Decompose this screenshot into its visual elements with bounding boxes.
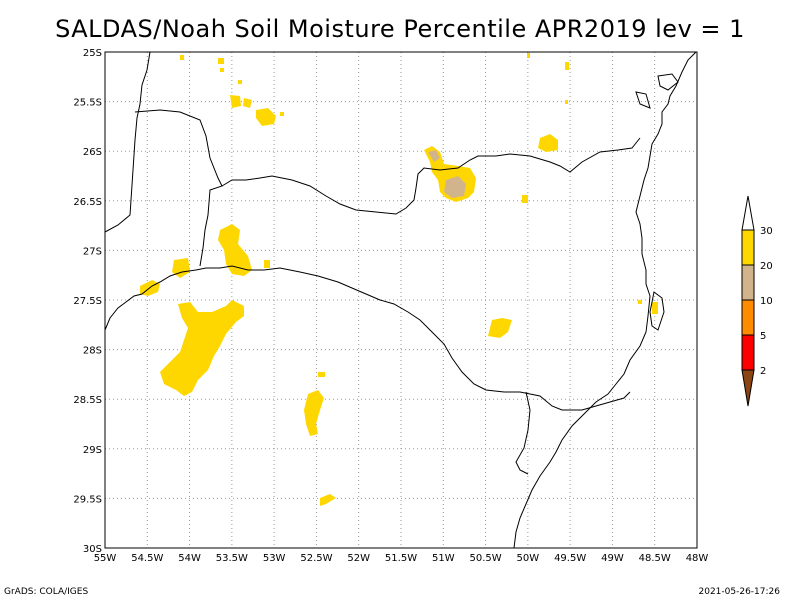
legend-arrow-top xyxy=(741,195,755,231)
region-speck xyxy=(256,108,276,126)
x-tick-label: 49W xyxy=(601,553,624,564)
legend-arrow-bottom xyxy=(741,369,755,407)
region-speck xyxy=(565,62,569,70)
boundaries xyxy=(104,51,697,549)
y-tick-label: 26.5S xyxy=(73,197,102,208)
y-tick-label: 27.5S xyxy=(73,296,102,307)
border-line xyxy=(134,109,223,267)
x-tick-label: 48W xyxy=(686,553,709,564)
y-tick-label: 28S xyxy=(83,346,102,357)
coastline xyxy=(657,73,679,91)
legend-swatch-10-20 xyxy=(741,264,755,301)
legend-swatch-5-10 xyxy=(741,299,755,336)
region-speck xyxy=(243,98,252,108)
coastline xyxy=(649,291,665,331)
legend-label: 10 xyxy=(760,296,773,307)
y-tick-label: 27S xyxy=(83,246,102,257)
x-tick-label: 53.5W xyxy=(216,553,248,564)
region-speck xyxy=(218,224,252,276)
y-tick-label: 29.5S xyxy=(73,494,102,505)
y-axis-ticks: 25S 25.5S 26S 26.5S 27S 27.5S 28S 28.5S 29S 29.5S… xyxy=(73,48,102,555)
region-speck xyxy=(527,53,530,58)
x-tick-label: 50W xyxy=(517,553,540,564)
border-line xyxy=(104,51,151,233)
x-tick-label: 50.5W xyxy=(469,553,501,564)
grid-lines xyxy=(105,52,697,548)
region-speck xyxy=(172,258,190,278)
footer-credit: GrADS: COLA/IGES xyxy=(4,587,89,597)
region-speck xyxy=(320,494,336,506)
region-speck xyxy=(180,55,184,60)
y-tick-label: 30S xyxy=(83,544,102,555)
legend-label: 2 xyxy=(760,366,766,377)
x-axis-ticks: 55W 54.5W 54W 53.5W 53W 52.5W 52W 51.5W 51W 50.5W… xyxy=(94,553,709,564)
footer-timestamp: 2021-05-26-17:26 xyxy=(698,587,781,597)
x-tick-label: 49.5W xyxy=(554,553,586,564)
region-speck xyxy=(565,100,568,104)
region-speck xyxy=(652,302,658,314)
percentile-regions xyxy=(140,53,658,506)
y-tick-label: 29S xyxy=(83,445,102,456)
x-tick-label: 48.5W xyxy=(639,553,671,564)
legend-label: 30 xyxy=(760,226,773,237)
region-speck xyxy=(218,58,224,64)
y-tick-label: 28.5S xyxy=(73,395,102,406)
x-tick-label: 51W xyxy=(432,553,455,564)
region-speck xyxy=(220,68,224,72)
region-speck xyxy=(488,318,512,338)
x-tick-label: 55W xyxy=(94,553,117,564)
map-frame xyxy=(104,51,698,549)
legend-label: 20 xyxy=(760,261,773,272)
coastline xyxy=(635,91,651,109)
legend: 30 20 10 5 2 xyxy=(741,195,773,407)
y-tick-label: 25.5S xyxy=(73,98,102,109)
y-tick-label: 25S xyxy=(83,48,102,59)
border-line xyxy=(221,137,641,215)
region-speck xyxy=(230,95,241,108)
border-line xyxy=(515,391,531,475)
region-speck xyxy=(318,372,325,377)
x-tick-label: 53W xyxy=(263,553,286,564)
x-tick-label: 52.5W xyxy=(300,553,332,564)
x-tick-label: 54W xyxy=(178,553,201,564)
y-tick-label: 26S xyxy=(83,147,102,158)
region-core-tan xyxy=(444,176,466,198)
region-patch-southwest xyxy=(160,300,244,396)
region-speck xyxy=(264,260,270,268)
map-title: SALDAS/Noah Soil Moisture Percentile APR… xyxy=(55,15,745,43)
region-speck xyxy=(538,134,558,152)
region-speck xyxy=(280,112,284,116)
region-speck xyxy=(238,80,242,84)
region-core-tan xyxy=(428,150,440,162)
legend-swatch-2-5 xyxy=(741,334,755,371)
legend-swatch-20-30 xyxy=(741,229,755,266)
region-speck xyxy=(304,390,324,436)
legend-label: 5 xyxy=(760,331,766,342)
coastline xyxy=(513,51,697,549)
x-tick-label: 51.5W xyxy=(385,553,417,564)
region-speck xyxy=(522,195,528,203)
x-tick-label: 52W xyxy=(347,553,370,564)
x-tick-label: 54.5W xyxy=(131,553,163,564)
region-speck xyxy=(638,300,642,304)
